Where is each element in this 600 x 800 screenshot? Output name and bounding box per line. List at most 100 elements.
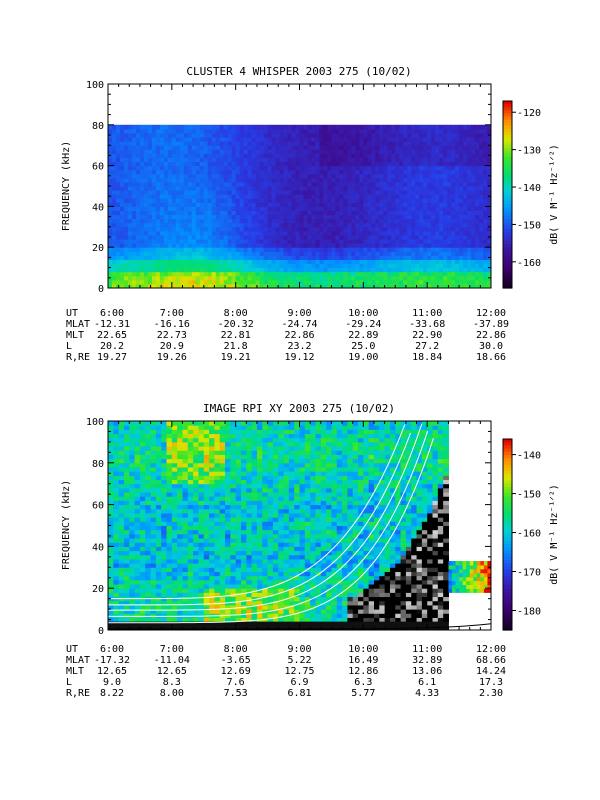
heatmap-cell bbox=[295, 190, 300, 195]
heatmap-cell bbox=[283, 141, 289, 146]
heatmap-cell bbox=[175, 157, 181, 163]
heatmap-cell bbox=[403, 251, 408, 256]
heatmap-cell bbox=[411, 251, 416, 256]
ephemeris-value: -16.16 bbox=[154, 319, 190, 330]
heatmap-cell bbox=[383, 153, 388, 158]
heatmap-cell bbox=[139, 579, 146, 585]
heatmap-cell bbox=[150, 592, 157, 598]
heatmap-cell bbox=[343, 173, 348, 179]
heatmap-cell bbox=[118, 496, 125, 501]
heatmap-cell bbox=[247, 206, 253, 211]
heatmap-cell bbox=[123, 259, 129, 265]
heatmap-cell bbox=[355, 226, 360, 232]
heatmap-cell bbox=[359, 279, 364, 285]
heatmap-cell bbox=[159, 194, 165, 199]
heatmap-cell bbox=[327, 279, 332, 285]
heatmap-cell bbox=[295, 259, 300, 265]
heatmap-cell bbox=[395, 214, 400, 220]
heatmap-cell bbox=[463, 173, 468, 179]
heatmap-cell bbox=[311, 128, 316, 134]
heatmap-cell bbox=[375, 153, 380, 158]
heatmap-cell bbox=[455, 271, 460, 277]
heatmap-cell bbox=[451, 267, 456, 273]
heatmap-cell bbox=[177, 542, 183, 547]
heatmap-cell bbox=[113, 592, 120, 598]
heatmap-cell bbox=[419, 210, 424, 216]
heatmap-cell bbox=[159, 251, 165, 256]
heatmap-cell bbox=[343, 137, 348, 142]
heatmap-cell bbox=[351, 177, 356, 183]
heatmap-cell bbox=[177, 492, 183, 497]
heatmap-cell bbox=[115, 198, 121, 203]
heatmap-cell bbox=[383, 263, 388, 269]
heatmap-cell bbox=[111, 165, 117, 171]
heatmap-cell bbox=[239, 157, 245, 163]
heatmap-cell bbox=[166, 529, 173, 535]
heatmap-cell bbox=[123, 169, 129, 175]
heatmap-cell bbox=[191, 230, 197, 236]
heatmap-cell bbox=[359, 141, 364, 146]
heatmap-cell bbox=[171, 186, 177, 191]
heatmap-cell bbox=[419, 153, 424, 158]
heatmap-cell bbox=[451, 234, 456, 240]
heatmap-cell bbox=[275, 181, 281, 187]
heatmap-cell bbox=[295, 169, 300, 175]
whisper-colorbar-tick-label: -130 bbox=[517, 146, 541, 157]
heatmap-cell bbox=[263, 230, 269, 236]
heatmap-cell bbox=[139, 487, 146, 493]
heatmap-cell bbox=[182, 508, 189, 514]
heatmap-cell bbox=[175, 214, 181, 220]
heatmap-cell bbox=[371, 128, 376, 134]
heatmap-cell bbox=[323, 190, 328, 195]
heatmap-cell bbox=[379, 218, 384, 224]
heatmap-cell bbox=[275, 263, 281, 269]
heatmap-cell bbox=[171, 521, 178, 526]
heatmap-cell bbox=[387, 230, 392, 236]
heatmap-cell bbox=[231, 141, 237, 146]
heatmap-cell bbox=[367, 165, 372, 171]
heatmap-cell bbox=[487, 124, 492, 130]
heatmap-cell bbox=[191, 157, 197, 163]
heatmap-cell bbox=[163, 243, 169, 248]
whisper-colorbar-swatch bbox=[503, 150, 512, 155]
heatmap-cell bbox=[295, 234, 300, 240]
heatmap-cell bbox=[211, 161, 217, 167]
heatmap-cell bbox=[108, 600, 114, 606]
heatmap-cell bbox=[427, 153, 432, 158]
heatmap-cell bbox=[363, 279, 368, 285]
heatmap-cell bbox=[271, 263, 277, 269]
heatmap-cell bbox=[299, 181, 304, 187]
heatmap-cell bbox=[371, 137, 376, 142]
heatmap-cell bbox=[203, 275, 209, 281]
heatmap-cell bbox=[111, 137, 117, 142]
heatmap-cell bbox=[235, 194, 241, 199]
heatmap-cell bbox=[119, 230, 125, 236]
heatmap-cell bbox=[187, 466, 194, 472]
heatmap-cell bbox=[139, 153, 145, 158]
heatmap-cell bbox=[307, 234, 312, 240]
heatmap-cell bbox=[303, 181, 308, 187]
heatmap-cell bbox=[435, 271, 440, 277]
heatmap-cell bbox=[487, 218, 492, 224]
heatmap-cell bbox=[177, 613, 183, 618]
heatmap-cell bbox=[403, 275, 408, 281]
heatmap-cell bbox=[134, 421, 141, 426]
heatmap-cell bbox=[198, 550, 205, 556]
heatmap-cell bbox=[123, 271, 129, 277]
heatmap-cell bbox=[319, 198, 324, 203]
heatmap-cell bbox=[111, 247, 117, 252]
heatmap-cell bbox=[443, 186, 448, 191]
heatmap-cell bbox=[151, 124, 157, 130]
heatmap-cell bbox=[235, 267, 241, 273]
heatmap-cell bbox=[175, 161, 181, 167]
heatmap-cell bbox=[275, 190, 281, 195]
heatmap-cell bbox=[243, 132, 249, 138]
heatmap-cell bbox=[467, 218, 472, 224]
heatmap-cell bbox=[113, 504, 120, 510]
heatmap-cell bbox=[387, 226, 392, 232]
heatmap-cell bbox=[199, 239, 205, 244]
heatmap-cell bbox=[299, 206, 304, 211]
heatmap-cell bbox=[108, 446, 114, 451]
heatmap-cell bbox=[195, 234, 201, 240]
heatmap-cell bbox=[195, 214, 201, 220]
